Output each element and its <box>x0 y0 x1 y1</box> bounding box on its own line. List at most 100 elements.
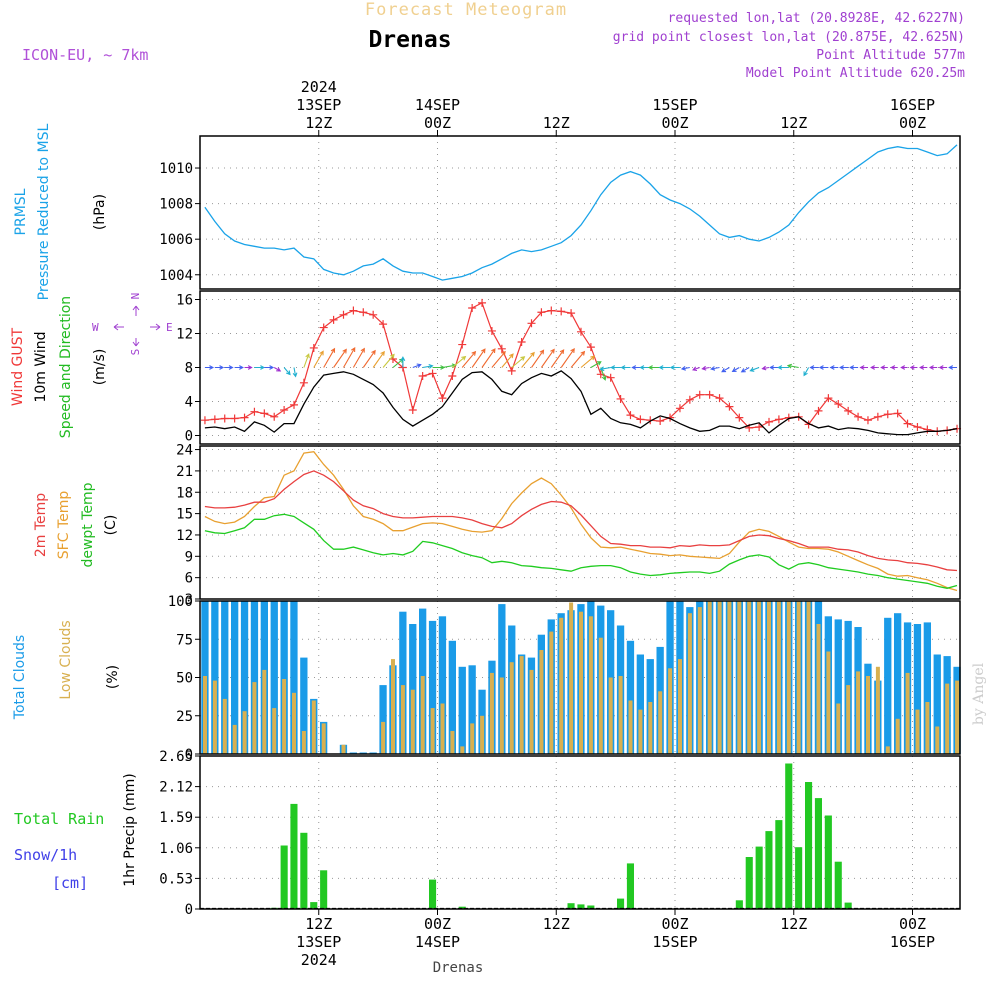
total-cloud-bar <box>636 654 644 754</box>
wind-direction-arrow <box>283 367 291 376</box>
bottom-time-label: 00Z <box>424 915 451 933</box>
top-time-label: 12Z <box>543 114 570 132</box>
wind-direction-arrow <box>580 355 596 368</box>
y-tick-label: 0 <box>185 429 193 445</box>
total-cloud-bar <box>399 611 407 754</box>
low-cloud-bar <box>410 689 415 754</box>
gust-point <box>507 366 516 375</box>
wind-direction-arrow <box>501 353 514 368</box>
low-cloud-bar <box>915 709 920 754</box>
bottom-time-label: 16SEP <box>890 933 935 951</box>
low-cloud-bar <box>895 718 900 754</box>
low-cloud-bar <box>539 650 544 754</box>
wind-direction-arrow <box>531 349 545 368</box>
gust-point <box>200 416 209 425</box>
precip-bar <box>824 815 832 909</box>
total-cloud-bar <box>221 601 229 754</box>
precip-bar <box>775 820 783 909</box>
low-cloud-bar <box>420 676 425 754</box>
gust-point <box>923 425 932 434</box>
low-cloud-bar <box>856 671 861 754</box>
precip-unit: 1hr Precip (mm) <box>122 773 138 886</box>
dewpt-label: dewpt Temp <box>80 482 96 567</box>
low-cloud-bar <box>480 715 485 755</box>
y-tick-label: 100 <box>168 594 193 610</box>
wind-direction-arrow <box>333 348 347 368</box>
y-tick-label: 2.12 <box>159 780 193 796</box>
wind-unit: (m/s) <box>92 349 108 386</box>
gust-point <box>220 414 229 423</box>
wind-direction-arrow <box>818 365 829 370</box>
gust-point <box>359 308 368 317</box>
low-cloud-bar <box>925 702 930 754</box>
wind-direction-arrow <box>631 365 641 370</box>
total-cloud-bar <box>300 657 308 754</box>
compass-arrows <box>113 305 161 347</box>
total-cloud-bar <box>884 617 892 754</box>
low-cloud-bar <box>776 601 781 754</box>
gust-point <box>270 412 279 421</box>
gust-point <box>418 372 427 380</box>
low-cloud-bar <box>588 616 593 754</box>
total-cloud-bar <box>270 601 278 754</box>
low-cloud-bar <box>381 721 386 754</box>
precip-bar <box>280 845 288 909</box>
low-cloud-bar <box>955 680 960 754</box>
gust-point <box>240 413 249 422</box>
low-cloud-bar <box>757 601 762 754</box>
bottom-time-label: 12Z <box>780 915 807 933</box>
wind-direction-arrow <box>701 365 710 371</box>
y-tick-label: 4 <box>185 395 193 411</box>
gust-point <box>230 414 239 423</box>
gust-point <box>715 394 724 403</box>
low-cloud-bar <box>311 700 316 754</box>
panel-frame <box>199 600 961 755</box>
location-title: Drenas <box>368 27 451 53</box>
wind-direction-arrow <box>254 365 266 370</box>
wind-direction-arrow <box>511 356 526 368</box>
gust-point <box>606 373 615 382</box>
gust-point <box>567 309 576 318</box>
low-cloud-bar <box>885 746 890 754</box>
gust-point <box>725 402 734 411</box>
panel-frame <box>199 755 961 910</box>
bottom-time-label: 2024 <box>301 951 337 969</box>
gust-point <box>487 326 496 335</box>
gust-point <box>349 306 358 315</box>
total-cloud-bar <box>468 665 476 754</box>
precip-bar <box>320 870 328 909</box>
low-cloud-bar <box>747 601 752 754</box>
bottom-time-label: 15SEP <box>652 933 697 951</box>
wind-direction-arrow <box>731 367 740 372</box>
y-tick-label: 12 <box>176 327 193 343</box>
total-cloud-bar <box>438 616 447 754</box>
prmsl-label: PRMSL <box>13 188 29 235</box>
low-cloud-bar <box>796 601 801 754</box>
low-cloud-bar <box>460 746 465 754</box>
wind-direction-arrow <box>313 350 324 368</box>
grid-point-coords: grid point closest lon,lat (20.875E, 42.… <box>613 30 965 45</box>
frames-layer <box>195 135 961 910</box>
wind-speed-line <box>204 370 958 436</box>
model-altitude: Model Point Altitude 620.25m <box>746 66 965 81</box>
precip-bar <box>844 902 852 909</box>
gust-point <box>626 411 635 420</box>
precip-bar <box>834 861 842 909</box>
wind-direction-arrow <box>323 347 336 368</box>
low-cloud-bar <box>222 698 227 754</box>
compass-east: E <box>166 321 173 334</box>
gust-point <box>844 406 853 415</box>
gust-point <box>527 319 536 328</box>
credit: by Angel <box>971 662 987 725</box>
precip-bar <box>795 847 803 909</box>
gust-point <box>250 407 259 416</box>
precip-bar <box>805 782 813 909</box>
gust-point <box>547 306 556 315</box>
wind-direction-arrow <box>451 355 467 368</box>
y-tick-label: 16 <box>176 293 193 309</box>
gust-point <box>379 320 388 329</box>
y-tick-label: 1.59 <box>159 810 193 826</box>
gust-point <box>329 315 338 324</box>
precip-bar <box>300 832 308 909</box>
wind-direction-arrow <box>809 365 819 370</box>
